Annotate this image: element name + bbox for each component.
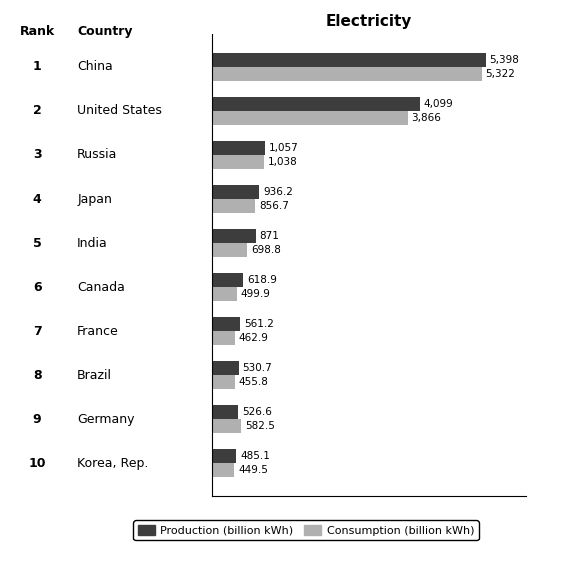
Text: Country: Country	[77, 25, 133, 38]
Text: Japan: Japan	[77, 192, 112, 205]
Text: 5,398: 5,398	[489, 55, 519, 65]
Bar	[212, 111, 408, 125]
Text: 3: 3	[33, 148, 42, 161]
Text: United States: United States	[77, 104, 162, 117]
Bar	[212, 331, 235, 345]
Title: Electricity: Electricity	[325, 14, 412, 29]
Text: 526.6: 526.6	[242, 407, 272, 417]
Text: 5: 5	[33, 236, 42, 249]
Bar	[212, 67, 482, 81]
Bar	[212, 199, 255, 213]
Text: 7: 7	[33, 325, 42, 338]
Text: 10: 10	[29, 457, 46, 470]
Text: 530.7: 530.7	[243, 363, 272, 373]
Bar	[212, 243, 247, 257]
Text: 871: 871	[260, 231, 280, 241]
Text: Korea, Rep.: Korea, Rep.	[77, 457, 149, 470]
Text: Germany: Germany	[77, 413, 135, 426]
Bar	[212, 317, 240, 331]
Legend: Production (billion kWh), Consumption (billion kWh): Production (billion kWh), Consumption (b…	[133, 521, 479, 540]
Text: Rank: Rank	[19, 25, 55, 38]
Text: 9: 9	[33, 413, 42, 426]
Bar	[212, 229, 256, 243]
Text: 1,057: 1,057	[269, 143, 299, 153]
Bar	[212, 141, 265, 155]
Bar	[212, 419, 241, 433]
Text: 856.7: 856.7	[259, 201, 289, 211]
Text: 698.8: 698.8	[251, 245, 281, 255]
Text: 582.5: 582.5	[245, 421, 275, 431]
Bar	[212, 273, 243, 287]
Text: 936.2: 936.2	[263, 187, 293, 197]
Text: 3,866: 3,866	[412, 113, 442, 123]
Bar	[212, 287, 237, 301]
Bar	[212, 53, 486, 67]
Text: 4: 4	[33, 192, 42, 205]
Bar	[212, 463, 235, 477]
Text: 449.5: 449.5	[238, 465, 268, 475]
Text: Russia: Russia	[77, 148, 118, 161]
Bar	[212, 375, 235, 389]
Text: Canada: Canada	[77, 281, 125, 294]
Text: 618.9: 618.9	[247, 275, 277, 285]
Text: 4,099: 4,099	[423, 99, 453, 109]
Text: India: India	[77, 236, 108, 249]
Text: 462.9: 462.9	[239, 333, 269, 343]
Text: 1,038: 1,038	[268, 157, 298, 167]
Bar	[212, 361, 239, 375]
Text: France: France	[77, 325, 119, 338]
Bar	[212, 449, 236, 463]
Text: 499.9: 499.9	[241, 289, 271, 299]
Text: 561.2: 561.2	[244, 319, 274, 329]
Text: 2: 2	[33, 104, 42, 117]
Bar	[212, 405, 239, 419]
Text: 1: 1	[33, 60, 42, 73]
Text: 5,322: 5,322	[486, 69, 515, 79]
Text: 6: 6	[33, 281, 42, 294]
Text: Brazil: Brazil	[77, 369, 112, 382]
Text: 455.8: 455.8	[239, 377, 268, 387]
Bar	[212, 155, 264, 169]
Text: China: China	[77, 60, 113, 73]
Bar	[212, 97, 420, 111]
Text: 485.1: 485.1	[240, 451, 270, 461]
Bar	[212, 185, 259, 199]
Text: 8: 8	[33, 369, 42, 382]
